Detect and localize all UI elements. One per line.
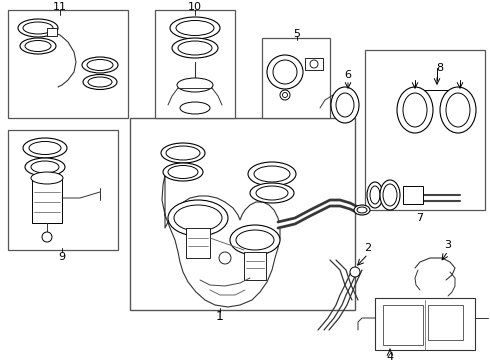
Text: 5: 5	[294, 29, 300, 39]
Ellipse shape	[248, 162, 296, 186]
Ellipse shape	[403, 93, 427, 127]
Ellipse shape	[25, 158, 65, 176]
Ellipse shape	[367, 182, 383, 208]
Text: 4: 4	[387, 352, 393, 360]
Text: 10: 10	[188, 2, 202, 12]
Circle shape	[310, 60, 318, 68]
Bar	[428, 305, 463, 340]
Ellipse shape	[180, 102, 210, 114]
Ellipse shape	[166, 146, 200, 160]
Ellipse shape	[178, 41, 212, 55]
Circle shape	[280, 90, 290, 100]
Text: 3: 3	[444, 240, 451, 250]
Text: 11: 11	[53, 2, 67, 12]
Bar	[47, 28, 57, 36]
Ellipse shape	[31, 161, 59, 173]
Ellipse shape	[267, 55, 303, 89]
Ellipse shape	[168, 200, 228, 236]
Ellipse shape	[331, 87, 359, 123]
Ellipse shape	[83, 75, 117, 90]
Ellipse shape	[380, 180, 400, 210]
Text: 7: 7	[416, 213, 423, 223]
Bar	[305, 58, 323, 70]
Text: 8: 8	[437, 63, 443, 73]
Ellipse shape	[177, 78, 213, 92]
Bar	[8, 130, 118, 250]
Ellipse shape	[31, 172, 63, 184]
Bar	[375, 298, 475, 350]
Bar	[365, 50, 485, 210]
Circle shape	[350, 267, 360, 277]
Ellipse shape	[23, 138, 67, 158]
Bar	[262, 38, 330, 118]
Ellipse shape	[20, 38, 56, 54]
Ellipse shape	[176, 21, 214, 36]
Bar	[186, 228, 210, 258]
Ellipse shape	[250, 183, 294, 203]
Ellipse shape	[354, 205, 370, 215]
Ellipse shape	[163, 163, 203, 181]
Ellipse shape	[18, 19, 58, 37]
Ellipse shape	[170, 17, 220, 39]
Ellipse shape	[25, 40, 51, 51]
Bar	[8, 10, 128, 118]
Ellipse shape	[88, 77, 112, 87]
Ellipse shape	[29, 141, 61, 154]
Ellipse shape	[87, 59, 113, 71]
Text: 9: 9	[58, 252, 66, 262]
Ellipse shape	[336, 93, 354, 117]
Bar	[244, 252, 266, 280]
Text: 6: 6	[344, 70, 351, 80]
Circle shape	[219, 252, 231, 264]
Ellipse shape	[254, 166, 290, 182]
Ellipse shape	[273, 60, 297, 84]
Ellipse shape	[23, 22, 53, 34]
Ellipse shape	[256, 186, 288, 200]
Ellipse shape	[172, 38, 218, 58]
Ellipse shape	[174, 205, 222, 231]
Text: 1: 1	[216, 310, 224, 324]
Ellipse shape	[236, 230, 274, 250]
Ellipse shape	[168, 166, 198, 179]
Circle shape	[283, 93, 288, 98]
Ellipse shape	[383, 184, 397, 206]
Bar	[403, 186, 423, 204]
Ellipse shape	[357, 207, 367, 213]
Circle shape	[42, 232, 52, 242]
Ellipse shape	[161, 143, 205, 163]
Ellipse shape	[397, 87, 433, 133]
Bar	[383, 305, 423, 345]
Bar	[130, 118, 355, 310]
Ellipse shape	[440, 87, 476, 133]
Ellipse shape	[446, 93, 470, 127]
Ellipse shape	[230, 225, 280, 255]
Ellipse shape	[370, 186, 380, 204]
Bar	[32, 178, 62, 223]
Bar	[155, 10, 235, 118]
Ellipse shape	[82, 57, 118, 73]
Text: 2: 2	[365, 243, 371, 253]
